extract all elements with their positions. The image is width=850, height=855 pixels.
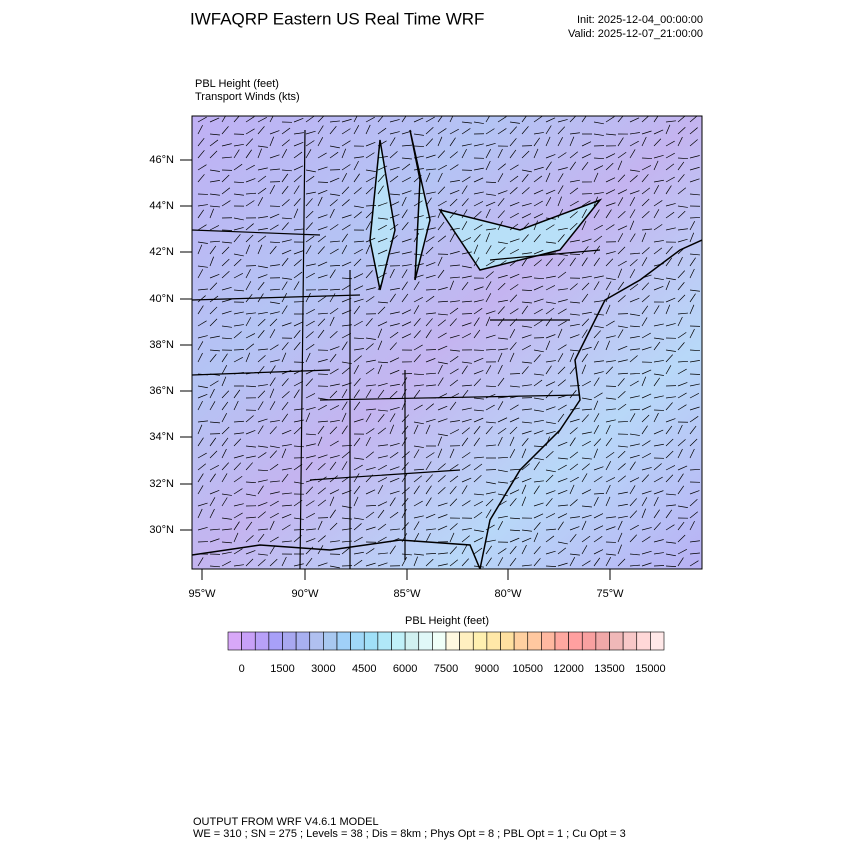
footer-2: WE = 310 ; SN = 275 ; Levels = 38 ; Dis …: [193, 828, 626, 840]
colorbar-box: [323, 632, 337, 650]
colorbar-tick-label: 15000: [635, 663, 666, 675]
title: IWFAQRP Eastern US Real Time WRF: [190, 9, 484, 28]
lat-label: 44°N: [149, 200, 174, 212]
map-field: [192, 116, 702, 569]
colorbar-tick-label: 6000: [393, 663, 417, 675]
colorbar-box: [269, 632, 283, 650]
lon-label: 75°W: [596, 588, 624, 600]
lon-label: 80°W: [494, 588, 522, 600]
lat-label: 32°N: [149, 478, 174, 490]
colorbar-box: [364, 632, 378, 650]
field-label: PBL Height (feet): [195, 78, 279, 90]
colorbar-box: [569, 632, 583, 650]
lat-label: 34°N: [149, 431, 174, 443]
colorbar-box: [541, 632, 555, 650]
lat-label: 40°N: [149, 293, 174, 305]
colorbar-box: [582, 632, 596, 650]
colorbar-title: PBL Height (feet): [405, 615, 489, 627]
colorbar-box: [555, 632, 569, 650]
colorbar-box: [610, 632, 624, 650]
lat-label: 42°N: [149, 246, 174, 258]
colorbar-box: [528, 632, 542, 650]
colorbar-tick-label: 1500: [270, 663, 294, 675]
colorbar: 0 1500 3000 4500 6000 7500 9000 10500 12000 13500…: [228, 632, 666, 675]
colorbar-box: [337, 632, 351, 650]
footer-1: OUTPUT FROM WRF V4.6.1 MODEL: [193, 816, 379, 828]
colorbar-box: [623, 632, 637, 650]
wind-label: Transport Winds (kts): [195, 91, 300, 103]
map: [192, 113, 702, 569]
lon-label: 95°W: [188, 588, 216, 600]
colorbar-box: [351, 632, 365, 650]
colorbar-tick-label: 0: [239, 663, 245, 675]
colorbar-box: [514, 632, 528, 650]
colorbar-box: [487, 632, 501, 650]
colorbar-box: [650, 632, 664, 650]
colorbar-tick-label: 13500: [594, 663, 625, 675]
lon-label: 85°W: [393, 588, 421, 600]
colorbar-box: [432, 632, 446, 650]
valid-time: Valid: 2025-12-07_21:00:00: [568, 28, 703, 40]
colorbar-box: [460, 632, 474, 650]
colorbar-box: [255, 632, 269, 650]
colorbar-box: [501, 632, 515, 650]
colorbar-box: [392, 632, 406, 650]
colorbar-box: [378, 632, 392, 650]
colorbar-box: [283, 632, 297, 650]
colorbar-tick-label: 4500: [352, 663, 376, 675]
lat-label: 36°N: [149, 385, 174, 397]
colorbar-tick-label: 7500: [434, 663, 458, 675]
colorbar-box: [596, 632, 610, 650]
colorbar-box: [228, 632, 242, 650]
colorbar-box: [242, 632, 256, 650]
colorbar-box: [637, 632, 651, 650]
colorbar-tick-label: 3000: [311, 663, 335, 675]
lat-label: 30°N: [149, 524, 174, 536]
colorbar-tick-label: 9000: [475, 663, 499, 675]
lat-label: 38°N: [149, 339, 174, 351]
colorbar-box: [419, 632, 433, 650]
colorbar-tick-label: 12000: [553, 663, 584, 675]
lat-label: 46°N: [149, 154, 174, 166]
colorbar-box: [310, 632, 324, 650]
lon-label: 90°W: [291, 588, 319, 600]
colorbar-box: [296, 632, 310, 650]
colorbar-box: [446, 632, 460, 650]
colorbar-box: [473, 632, 487, 650]
colorbar-box: [405, 632, 419, 650]
init-time: Init: 2025-12-04_00:00:00: [577, 14, 703, 26]
colorbar-tick-label: 10500: [512, 663, 543, 675]
